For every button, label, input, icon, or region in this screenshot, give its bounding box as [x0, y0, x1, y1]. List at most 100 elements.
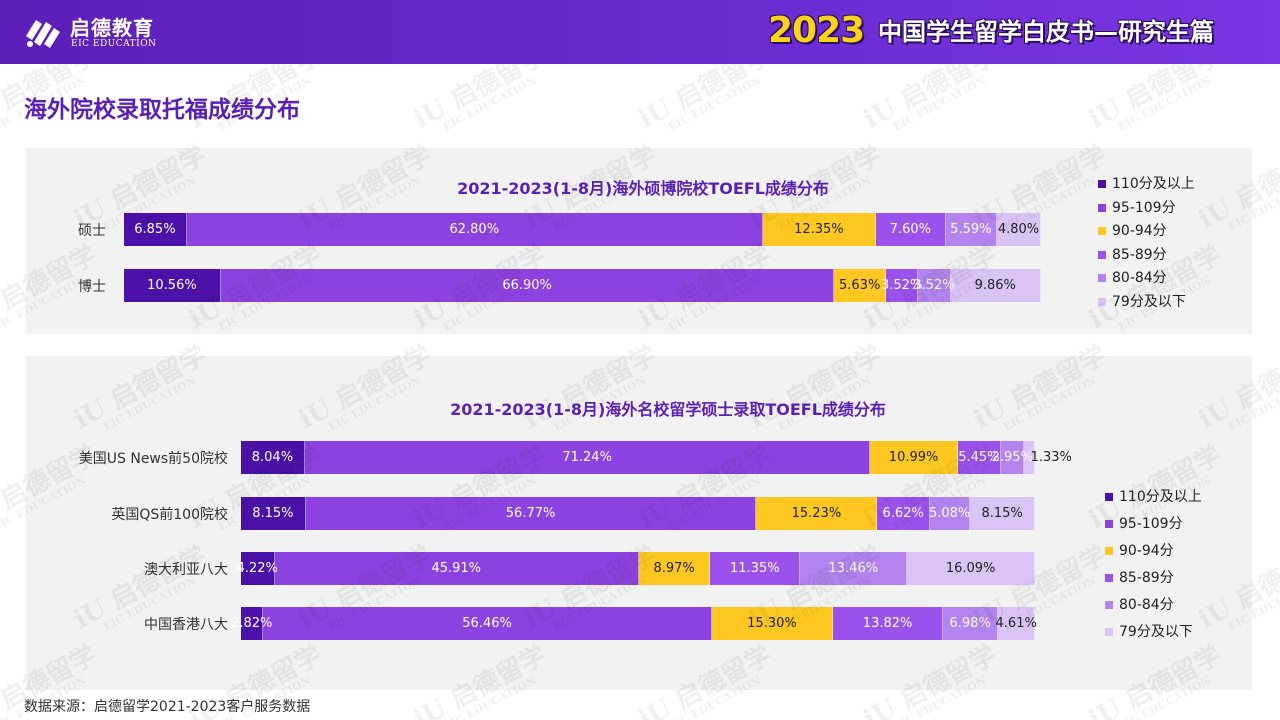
legend-swatch	[1105, 547, 1113, 555]
brand-name: 启德教育	[70, 16, 154, 40]
legend-label: 110分及以上	[1112, 176, 1195, 192]
bar-segment: 16.09%	[907, 552, 1035, 585]
bar-segment: 8.15%	[241, 497, 306, 530]
data-label: 56.46%	[462, 616, 512, 631]
legend-swatch	[1098, 227, 1106, 235]
data-label: 13.82%	[862, 616, 913, 631]
watermark-subtext: EIC EDUCATION	[1115, 73, 1214, 134]
eic-logo-icon	[26, 20, 60, 48]
bar-segment: 56.46%	[263, 607, 712, 640]
data-label: 12.35%	[794, 222, 844, 237]
bar-segment: 13.82%	[833, 607, 943, 640]
brand-logo: 启德教育 EIC EDUCATION	[22, 10, 172, 54]
bar-segment: 45.91%	[274, 552, 640, 585]
legend-label: 79分及以下	[1112, 293, 1186, 310]
bar-segment: 11.35%	[710, 552, 801, 585]
legend-label: 85-89分	[1112, 246, 1167, 263]
bar-segment: 66.90%	[220, 269, 835, 302]
data-label: 3.52%	[913, 278, 955, 293]
bar-segment: 10.56%	[124, 269, 221, 302]
data-label: 4.80%	[997, 222, 1040, 237]
legend-label: 110分及以上	[1119, 489, 1202, 505]
legend-swatch	[1098, 180, 1106, 188]
data-label: 15.23%	[791, 506, 842, 521]
data-label: 1.33%	[1030, 450, 1072, 465]
data-label: 4.61%	[995, 616, 1037, 631]
watermark-text: iU 启德留学	[408, 64, 552, 136]
data-label: 3.52%	[880, 278, 923, 293]
bar-segment: 12.35%	[762, 213, 876, 246]
legend-label: 90-94分	[1119, 543, 1174, 559]
category-label: 澳大利亚八大	[144, 562, 228, 578]
bar-segment: 1.33%	[1024, 441, 1072, 474]
header-bar: 启德教育 EIC EDUCATION 2023 中国学生留学白皮书—研究生篇	[0, 0, 1280, 64]
bar-segment: 71.24%	[304, 441, 871, 474]
legend-swatch	[1105, 574, 1113, 582]
report-year: 2023	[768, 10, 865, 51]
legend-swatch	[1098, 203, 1106, 212]
data-label: 66.90%	[502, 278, 552, 293]
legend-label: 95-109分	[1112, 199, 1176, 216]
bar-segment: 56.77%	[305, 497, 757, 530]
bar-segment: 10.99%	[870, 441, 958, 474]
bar-segment: 4.80%	[996, 213, 1041, 246]
data-label: 2.95%	[991, 450, 1033, 465]
legend-swatch	[1105, 493, 1113, 501]
bar-segment: 2.82%	[231, 607, 272, 640]
data-label: 6.85%	[134, 222, 176, 237]
data-label: 56.77%	[505, 506, 556, 521]
bar-segment: 4.22%	[237, 552, 278, 585]
bar-segment: 13.46%	[800, 552, 908, 585]
watermark-subtext: EIC EDUCATION	[665, 73, 764, 134]
data-label: 6.98%	[949, 616, 991, 631]
page-title: 海外院校录取托福成绩分布	[24, 97, 300, 123]
bar-segment: 3.52%	[913, 269, 955, 302]
bar-segment: 8.04%	[241, 441, 305, 474]
data-label: 10.56%	[147, 278, 197, 293]
chart-title-schools: 2021-2023(1-8月)海外名校留学硕士录取TOEFL成绩分布	[450, 400, 886, 419]
bar-segment: 5.59%	[945, 213, 997, 246]
category-label: 美国US News前50院校	[78, 451, 228, 467]
data-label: 4.22%	[236, 561, 278, 576]
report-title: 中国学生留学白皮书—研究生篇	[878, 18, 1214, 46]
category-label: 中国香港八大	[144, 617, 228, 633]
data-label: 8.15%	[981, 506, 1023, 521]
bar-segment: 9.86%	[950, 269, 1041, 302]
data-label: 5.45%	[958, 450, 1000, 465]
bar-segment: 6.85%	[124, 213, 187, 246]
data-label: 2.82%	[231, 616, 273, 631]
data-label: 5.59%	[950, 222, 992, 237]
data-label: 9.86%	[974, 278, 1016, 293]
data-label: 16.09%	[945, 561, 996, 576]
bar-segment: 15.30%	[711, 607, 834, 640]
legend-label: 79分及以下	[1119, 624, 1193, 640]
bar-segment: 3.52%	[881, 269, 922, 302]
data-label: 8.15%	[252, 506, 294, 521]
bar-segment: 8.97%	[639, 552, 711, 585]
bar-segment: 15.23%	[756, 497, 878, 530]
data-label: 6.62%	[882, 506, 924, 521]
watermark-text: iU 启德留学	[1083, 64, 1227, 136]
data-label: 45.91%	[431, 561, 482, 576]
data-label: 5.08%	[928, 506, 971, 521]
data-source: 数据来源：启德留学2021-2023客户服务数据	[24, 699, 311, 715]
legend-label: 90-94分	[1112, 223, 1167, 239]
chart-title-degree: 2021-2023(1-8月)海外硕博院校TOEFL成绩分布	[457, 179, 829, 198]
category-label: 博士	[78, 279, 106, 295]
watermark-subtext: EIC EDUCATION	[440, 73, 539, 134]
bar-segment: 5.08%	[928, 497, 971, 530]
data-label: 5.63%	[839, 278, 881, 293]
bar-segment: 6.62%	[877, 497, 930, 530]
legend-label: 80-84分	[1119, 597, 1174, 613]
legend-swatch	[1098, 250, 1106, 259]
data-label: 71.24%	[562, 450, 612, 465]
category-label: 硕士	[78, 223, 106, 239]
data-label: 7.60%	[889, 222, 931, 237]
watermark-text: iU 启德留学	[633, 64, 777, 136]
data-label: 10.99%	[888, 450, 939, 465]
legend-label: 85-89分	[1119, 570, 1174, 586]
